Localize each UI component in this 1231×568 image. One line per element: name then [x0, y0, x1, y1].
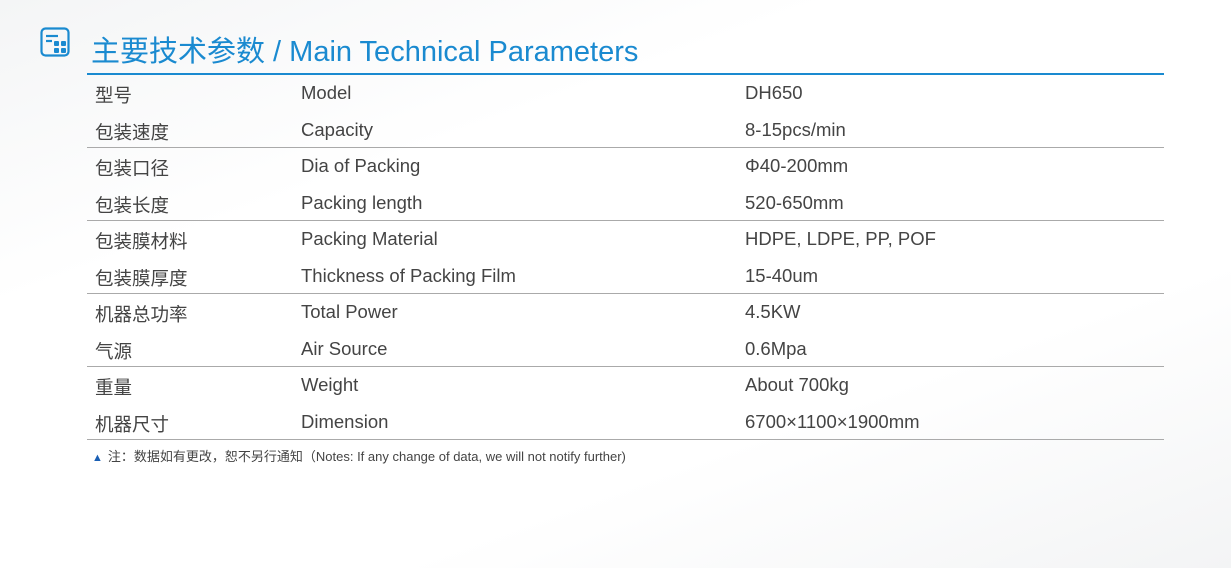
table-row: 型号 Model DH650 — [87, 75, 1164, 112]
row-divider — [87, 439, 1164, 440]
row-divider — [87, 293, 1164, 294]
label-en: Dia of Packing — [301, 155, 421, 176]
label-en: Model — [301, 82, 352, 103]
value: 15-40um — [745, 264, 819, 286]
table-row: 包装速度 Capacity 8-15pcs/min — [87, 112, 1164, 149]
value: Φ40-200mm — [745, 155, 849, 176]
label-cn: 重量 — [95, 377, 133, 398]
label-en: Air Source — [301, 337, 388, 359]
label-cn: 包装膜材料 — [95, 231, 188, 252]
table-row: 包装膜厚度 Thickness of Packing Film 15-40um — [87, 258, 1164, 295]
row-divider — [87, 366, 1164, 367]
value: 520-650mm — [745, 191, 844, 213]
label-cn: 包装长度 — [95, 194, 170, 216]
value: 6700×1100×1900mm — [745, 410, 920, 432]
table-row: 重量 Weight About 700kg — [87, 367, 1164, 404]
label-cn: 包装膜厚度 — [95, 267, 188, 289]
triangle-icon: ▲ — [92, 452, 103, 464]
row-divider — [87, 220, 1164, 221]
value: About 700kg — [745, 374, 849, 395]
label-en: Dimension — [301, 410, 389, 432]
footnote: ▲ 注：数据如有更改，恕不另行通知（Notes: If any change of… — [92, 446, 626, 465]
spec-list-icon — [40, 27, 70, 57]
label-cn: 机器尺寸 — [95, 413, 170, 435]
label-en: Total Power — [301, 301, 398, 322]
page-title: 主要技术参数 / Main Technical Parameters — [91, 36, 639, 68]
value: 0.6Mpa — [745, 337, 807, 359]
label-en: Thickness of Packing Film — [301, 264, 516, 286]
table-row: 包装长度 Packing length 520-650mm — [87, 185, 1164, 222]
label-en: Packing Material — [301, 228, 438, 249]
title-underline — [87, 73, 1164, 75]
label-cn: 气源 — [95, 340, 133, 362]
label-en: Weight — [301, 374, 359, 395]
table-row: 包装膜材料 Packing Material HDPE, LDPE, PP, POF — [87, 221, 1164, 258]
label-cn: 包装口径 — [95, 158, 170, 179]
table-row: 机器总功率 Total Power 4.5KW — [87, 294, 1164, 331]
value: 4.5KW — [745, 301, 801, 322]
label-en: Packing length — [301, 191, 423, 213]
value: HDPE, LDPE, PP, POF — [745, 228, 936, 249]
label-en: Capacity — [301, 118, 373, 140]
table-row: 机器尺寸 Dimension 6700×1100×1900mm — [87, 404, 1164, 441]
label-cn: 包装速度 — [95, 121, 170, 143]
value: DH650 — [745, 82, 803, 103]
value: 8-15pcs/min — [745, 118, 846, 140]
row-divider — [87, 147, 1164, 148]
label-cn: 机器总功率 — [95, 304, 188, 325]
table-row: 包装口径 Dia of Packing Φ40-200mm — [87, 148, 1164, 185]
label-cn: 型号 — [95, 85, 133, 106]
table-row: 气源 Air Source 0.6Mpa — [87, 331, 1164, 368]
footnote-text: 注：数据如有更改，恕不另行通知（Notes: If any change of … — [107, 449, 626, 464]
